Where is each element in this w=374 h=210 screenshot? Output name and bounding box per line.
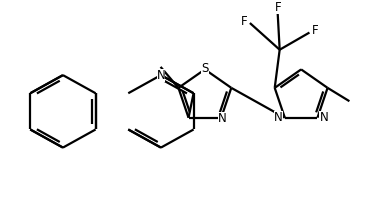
Text: N: N [157,69,165,82]
Text: F: F [275,1,281,14]
Text: F: F [312,24,318,37]
Text: N: N [274,111,283,124]
Text: S: S [201,62,209,75]
Text: F: F [241,15,248,28]
Text: N: N [319,111,328,124]
Text: N: N [218,112,227,125]
